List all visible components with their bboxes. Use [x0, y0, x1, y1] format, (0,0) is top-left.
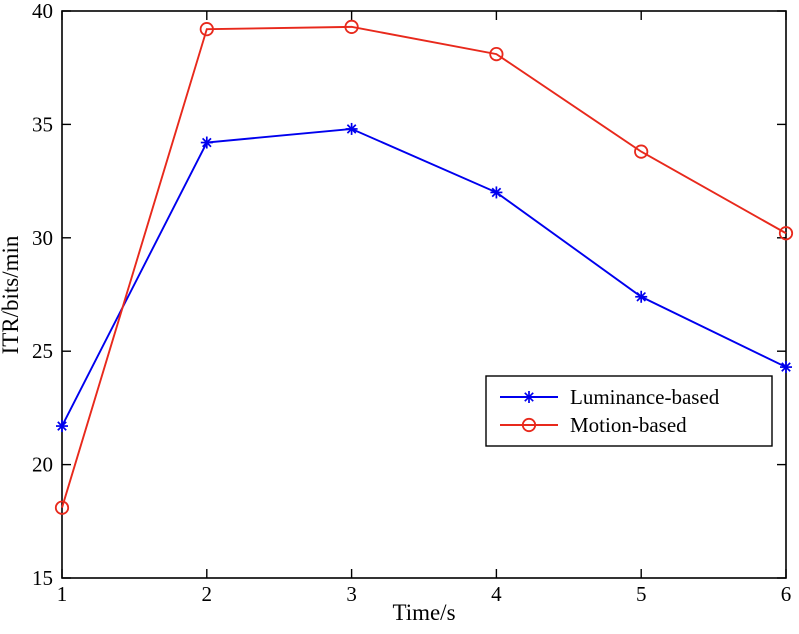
marker-circle-icon [199, 22, 214, 37]
y-axis-label: ITR/bits/min [0, 235, 23, 354]
x-tick-label: 5 [636, 582, 647, 606]
marker-asterisk-icon [201, 137, 212, 148]
legend-label-luminance-based: Luminance-based [570, 385, 720, 409]
y-tick-label: 15 [32, 566, 53, 590]
legend-box [485, 375, 773, 447]
y-tick-label: 20 [32, 453, 53, 477]
y-tick-label: 40 [32, 0, 53, 23]
y-tick-label: 35 [32, 112, 53, 136]
marker-circle-icon [521, 417, 537, 433]
marker-asterisk-icon [491, 187, 502, 198]
x-tick-label: 1 [57, 582, 68, 606]
x-tick-label: 3 [346, 582, 357, 606]
plot-box [61, 10, 787, 579]
marker-asterisk-icon [636, 291, 647, 302]
x-tick-label: 6 [781, 582, 792, 606]
legend-label-motion-based: Motion-based [570, 413, 687, 437]
x-axis-label: Time/s [392, 600, 455, 625]
plot-layer: 1 2 3 4 5 6 15 20 25 30 35 40 Luminance-based Motion-… [32, 0, 794, 606]
y-tick-label: 30 [32, 226, 53, 250]
marker-circle-icon [344, 19, 359, 34]
marker-circle-icon [778, 226, 794, 241]
marker-circle-icon [634, 144, 649, 159]
marker-asterisk-icon [524, 392, 534, 402]
marker-asterisk-icon [781, 362, 791, 372]
x-tick-label: 4 [491, 582, 502, 606]
marker-circle-icon [489, 46, 504, 62]
series-line-motion-based [61, 25, 787, 508]
y-tick-label: 25 [32, 339, 53, 363]
marker-circle-icon [54, 500, 70, 515]
marker-asterisk-icon [57, 421, 67, 431]
marker-asterisk-icon [346, 124, 357, 134]
series-line-luminance-based [61, 127, 787, 427]
x-tick-label: 2 [202, 582, 213, 606]
